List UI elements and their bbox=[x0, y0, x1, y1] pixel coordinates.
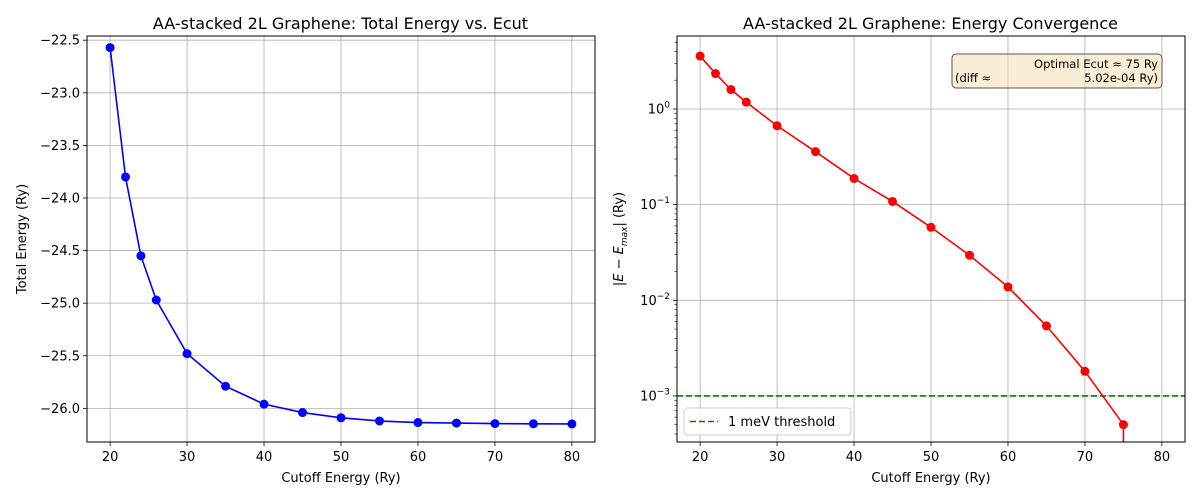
legend-threshold-label: 1 meV threshold bbox=[728, 415, 835, 430]
data-point bbox=[413, 418, 423, 428]
x-tick-label: 30 bbox=[769, 450, 786, 465]
x-tick-label: 30 bbox=[179, 450, 196, 465]
annotation-line-2-right: 5.02e-04 Ry) bbox=[1084, 71, 1158, 85]
data-point bbox=[741, 97, 751, 107]
chart-title: AA-stacked 2L Graphene: Energy Convergen… bbox=[743, 14, 1118, 33]
data-point bbox=[1118, 420, 1128, 430]
data-point bbox=[451, 418, 461, 428]
axis-ticks: 20 30 40 50 60 70 80 −22.5 −23.0 −23.5 −24.0 −24.5 −… bbox=[40, 34, 580, 465]
x-tick-label: 50 bbox=[923, 450, 940, 465]
data-point bbox=[772, 121, 782, 131]
x-tick-label: 20 bbox=[692, 450, 709, 465]
x-axis-label: Cutoff Energy (Ry) bbox=[281, 471, 400, 486]
y-tick-label: −26.0 bbox=[40, 402, 80, 417]
data-point bbox=[926, 222, 936, 232]
y-tick-label: −23.0 bbox=[40, 86, 80, 101]
y-tick-label: −24.0 bbox=[40, 191, 80, 206]
total-energy-chart: AA-stacked 2L Graphene: Total Energy vs.… bbox=[15, 14, 596, 486]
x-tick-label: 50 bbox=[333, 450, 350, 465]
data-point bbox=[151, 295, 161, 305]
data-point bbox=[1041, 321, 1051, 331]
x-tick-label: 40 bbox=[846, 450, 863, 465]
data-point bbox=[1080, 366, 1090, 376]
x-tick-label: 60 bbox=[1000, 450, 1017, 465]
series-line bbox=[699, 55, 1125, 442]
data-point bbox=[120, 172, 130, 182]
y-tick-label: −24.5 bbox=[40, 244, 80, 259]
data-point bbox=[374, 416, 384, 426]
y-axis-label: Total Energy (Ry) bbox=[15, 184, 30, 295]
annotation-line-1: Optimal Ecut ≈ 75 Ry bbox=[1034, 57, 1158, 71]
data-point bbox=[964, 250, 974, 260]
data-point bbox=[490, 419, 500, 429]
data-point bbox=[298, 408, 308, 418]
data-point bbox=[726, 84, 736, 94]
y-tick-label: −22.5 bbox=[40, 34, 80, 49]
data-point bbox=[221, 381, 231, 391]
data-point bbox=[695, 51, 705, 61]
x-tick-label: 80 bbox=[564, 450, 581, 465]
y-axis-label: |E − Emax| (Ry) bbox=[612, 192, 630, 286]
y-tick-label: 100 bbox=[648, 101, 671, 118]
x-tick-label: 70 bbox=[487, 450, 504, 465]
grid bbox=[677, 36, 1185, 442]
data-point bbox=[528, 419, 538, 429]
y-axis-label-subscript: max bbox=[620, 226, 630, 246]
data-point bbox=[888, 196, 898, 206]
grid bbox=[87, 36, 595, 442]
x-axis-label: Cutoff Energy (Ry) bbox=[871, 471, 990, 486]
data-series bbox=[695, 51, 1128, 442]
y-tick-label: 10−1 bbox=[640, 196, 670, 213]
annotation-box bbox=[951, 53, 1163, 89]
x-tick-label: 60 bbox=[410, 450, 427, 465]
x-tick-label: 80 bbox=[1154, 450, 1171, 465]
y-tick-label: 10−3 bbox=[640, 387, 670, 404]
optimal-ecut-annotation: Optimal Ecut ≈ 75 Ry (diff ≈ 5.02e-04 Ry… bbox=[951, 53, 1163, 89]
annotation-line-2-left: (diff ≈ bbox=[955, 71, 991, 85]
data-point bbox=[567, 419, 577, 429]
axis-ticks: 20 30 40 50 60 70 80 10−3 10−2 10−1 100 bbox=[640, 41, 1171, 465]
data-point bbox=[710, 69, 720, 79]
data-point bbox=[136, 251, 146, 261]
legend-box bbox=[683, 407, 852, 436]
x-tick-label: 70 bbox=[1077, 450, 1094, 465]
data-point bbox=[259, 399, 269, 409]
y-axis-label-main: |E − E bbox=[612, 245, 627, 286]
y-tick-label: −25.0 bbox=[40, 297, 80, 312]
x-tick-label: 40 bbox=[256, 450, 273, 465]
x-tick-label: 20 bbox=[102, 450, 119, 465]
y-tick-label: −23.5 bbox=[40, 139, 80, 154]
data-point bbox=[811, 147, 821, 157]
data-point bbox=[1003, 282, 1013, 292]
energy-convergence-chart: AA-stacked 2L Graphene: Energy Convergen… bbox=[612, 14, 1186, 486]
data-series bbox=[105, 43, 577, 429]
y-tick-label: −25.5 bbox=[40, 349, 80, 364]
data-point bbox=[849, 173, 859, 183]
data-point bbox=[182, 349, 192, 359]
chart-title: AA-stacked 2L Graphene: Total Energy vs.… bbox=[153, 14, 528, 33]
data-point bbox=[105, 43, 115, 53]
data-point bbox=[336, 413, 346, 423]
y-tick-label: 10−2 bbox=[640, 292, 670, 309]
legend: 1 meV threshold bbox=[683, 407, 852, 436]
y-axis-label-tail: | (Ry) bbox=[612, 192, 627, 227]
